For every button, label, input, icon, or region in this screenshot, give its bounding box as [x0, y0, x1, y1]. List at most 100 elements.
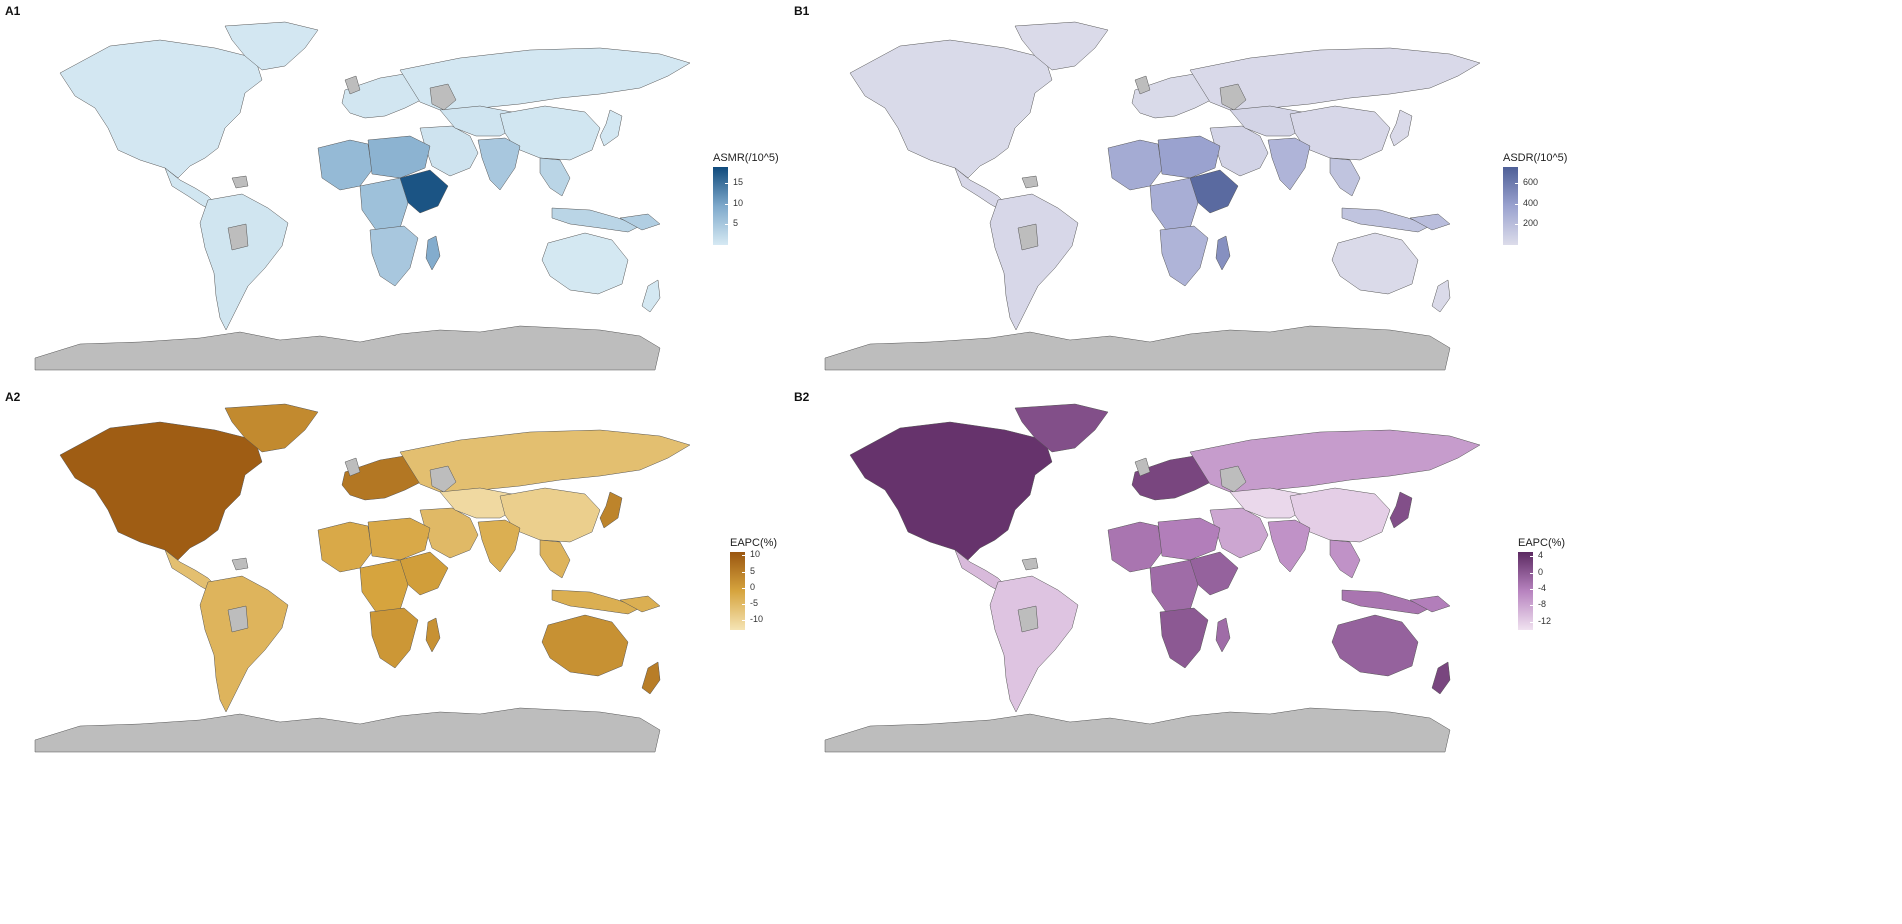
legend-tick-label-a2: 5 [750, 565, 756, 576]
region-east-africa-b1 [1189, 169, 1239, 214]
region-sahel-b1 [1157, 135, 1221, 179]
legend-tickmark-b2 [1530, 556, 1533, 558]
legend-tick-label-b2: 4 [1538, 550, 1544, 561]
region-europe-b1 [1131, 72, 1221, 119]
legend-colorbar-b2 [1518, 552, 1533, 630]
legend-colorbar-a2 [730, 552, 745, 630]
region-greenland-b2 [1014, 403, 1109, 453]
legend-tickmark-a2 [742, 555, 745, 557]
region-madagascar-b1 [1215, 235, 1231, 271]
region-no-data-a2 [429, 465, 457, 493]
panel-label-a2: A2 [5, 390, 21, 404]
region-no-data-b1 [1021, 175, 1039, 189]
legend-title-b2: EAPC(%) [1518, 537, 1566, 549]
region-russia-a1 [399, 47, 691, 111]
region-new-zealand-b2 [1431, 661, 1451, 695]
region-australia-a1 [541, 232, 629, 295]
region-no-data-a2 [231, 557, 249, 571]
legend-tickmark-b2 [1530, 621, 1533, 623]
region-central-africa-b2 [1149, 559, 1199, 613]
region-antarctica-a2 [34, 707, 661, 753]
legend-tick-label-b1: 600 [1523, 177, 1539, 188]
region-no-data-b1 [1017, 223, 1039, 251]
legend-colorbar-b1 [1503, 167, 1518, 245]
world-map-a2 [34, 403, 691, 753]
region-russia-b2 [1189, 429, 1481, 493]
region-west-africa-a2 [317, 521, 373, 573]
region-no-data-b2 [1017, 605, 1039, 633]
panel-label-b1: B1 [794, 4, 810, 18]
region-indonesia-b2 [1341, 589, 1431, 615]
legend-b1: ASDR(/10^5) 600 400 200 [1503, 152, 1583, 252]
region-russia-a2 [399, 429, 691, 493]
region-north-america-a2 [59, 421, 263, 561]
region-south-asia-a2 [477, 519, 521, 573]
region-south-asia-b2 [1267, 519, 1311, 573]
legend-tickmark-b1 [1515, 183, 1518, 185]
region-no-data-a1 [344, 75, 361, 95]
region-png-a2 [619, 595, 661, 613]
region-antarctica-a1 [34, 325, 661, 371]
legend-tick-label-b1: 400 [1523, 197, 1539, 208]
legend-b2: EAPC(%) 4 0 -4 -8 -12 [1518, 537, 1598, 637]
region-madagascar-a2 [425, 617, 441, 653]
region-central-africa-b1 [1149, 177, 1199, 231]
region-north-america-b1 [849, 39, 1053, 179]
region-no-data-b1 [1219, 83, 1247, 111]
region-sahel-a2 [367, 517, 431, 561]
region-no-data-a1 [231, 175, 249, 189]
region-no-data-a1 [227, 223, 249, 251]
legend-tick-label-a2: 0 [750, 581, 756, 592]
legend-tick-label-b2: -4 [1538, 582, 1547, 593]
region-north-america-b2 [849, 421, 1053, 561]
legend-tick-label-a2: -10 [750, 614, 764, 625]
legend-tick-label-a1: 10 [733, 197, 744, 208]
region-no-data-a2 [227, 605, 249, 633]
region-png-b2 [1409, 595, 1451, 613]
panel-label-b2: B2 [794, 390, 810, 404]
region-south-america-b2 [989, 575, 1079, 713]
legend-tickmark-a2 [742, 620, 745, 622]
world-map-a1 [34, 21, 691, 371]
region-no-data-b1 [1134, 75, 1151, 95]
region-south-asia-a1 [477, 137, 521, 191]
legend-tick-label-a2: 10 [750, 549, 761, 560]
region-new-zealand-a2 [641, 661, 661, 695]
region-japan-b1 [1389, 109, 1413, 147]
legend-tickmark-b1 [1515, 224, 1518, 226]
legend-a2: EAPC(%) 10 5 0 -5 -10 [730, 537, 810, 637]
region-sahel-b2 [1157, 517, 1221, 561]
region-central-africa-a1 [359, 177, 409, 231]
world-map-b2 [824, 403, 1481, 753]
region-no-data-a1 [429, 83, 457, 111]
legend-tickmark-a2 [742, 587, 745, 589]
legend-tickmark-b1 [1515, 203, 1518, 205]
region-southeast-asia-a2 [539, 539, 571, 579]
region-east-africa-a1 [399, 169, 449, 214]
legend-tickmark-a1 [725, 203, 728, 205]
region-madagascar-b2 [1215, 617, 1231, 653]
region-indonesia-a2 [551, 589, 641, 615]
region-greenland-a1 [224, 21, 319, 71]
legend-tickmark-a2 [742, 571, 745, 573]
region-indonesia-a1 [551, 207, 641, 233]
region-japan-b2 [1389, 491, 1413, 529]
region-south-america-a2 [199, 575, 289, 713]
region-europe-b2 [1131, 454, 1221, 501]
legend-colorbar-a1 [713, 167, 728, 245]
region-new-zealand-b1 [1431, 279, 1451, 313]
legend-tick-label-b2: 0 [1538, 566, 1544, 577]
region-east-africa-b2 [1189, 551, 1239, 596]
region-no-data-b2 [1219, 465, 1247, 493]
region-europe-a1 [341, 72, 431, 119]
region-southern-africa-b1 [1159, 225, 1209, 287]
legend-a1: ASMR(/10^5) 15 10 5 [713, 152, 793, 252]
region-no-data-b2 [1021, 557, 1039, 571]
region-southeast-asia-b1 [1329, 157, 1361, 197]
region-southern-africa-a2 [369, 607, 419, 669]
region-russia-b1 [1189, 47, 1481, 111]
region-australia-b2 [1331, 614, 1419, 677]
region-new-zealand-a1 [641, 279, 661, 313]
region-png-a1 [619, 213, 661, 231]
region-south-america-a1 [199, 193, 289, 331]
